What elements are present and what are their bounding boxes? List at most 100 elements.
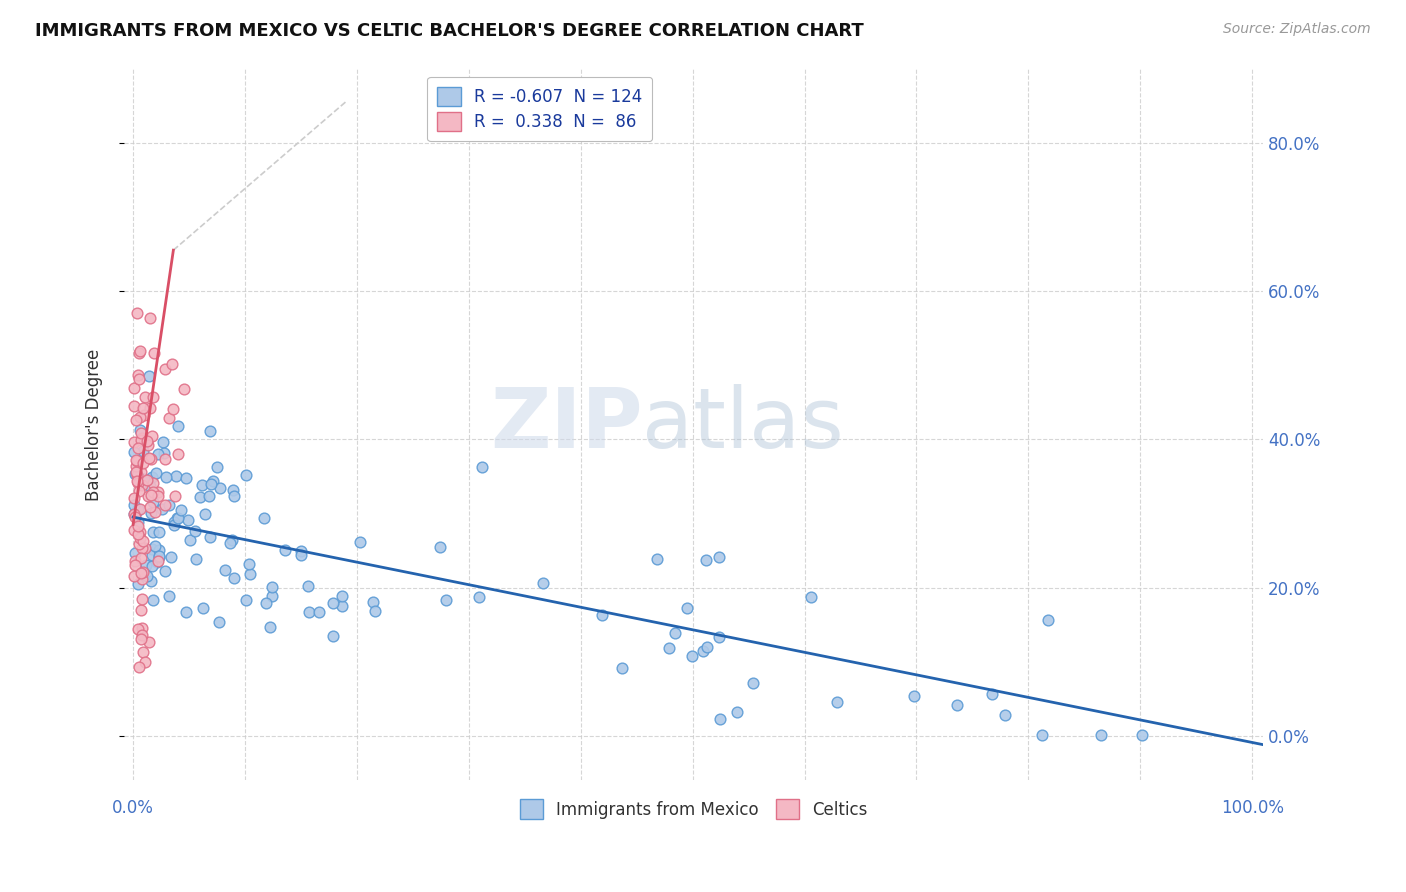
- Point: [322, 628, 344, 642]
- Point: [467, 590, 489, 604]
- Point: [707, 550, 730, 565]
- Point: [125, 459, 148, 474]
- Point: [131, 627, 153, 641]
- Point: [122, 445, 145, 459]
- Point: [153, 564, 176, 578]
- Point: [612, 660, 634, 674]
- Point: [165, 469, 187, 483]
- Point: [150, 501, 173, 516]
- Point: [349, 535, 371, 549]
- Point: [262, 580, 284, 594]
- Point: [143, 346, 166, 360]
- Point: [696, 640, 718, 654]
- Text: 0.0%: 0.0%: [112, 799, 155, 817]
- Point: [163, 517, 186, 532]
- Point: [200, 477, 222, 491]
- Point: [198, 490, 221, 504]
- Point: [132, 456, 155, 470]
- Point: [167, 418, 190, 433]
- Point: [692, 644, 714, 658]
- Point: [741, 675, 763, 690]
- Point: [138, 500, 160, 515]
- Text: Source: ZipAtlas.com: Source: ZipAtlas.com: [1223, 22, 1371, 37]
- Point: [129, 603, 152, 617]
- Point: [218, 535, 240, 549]
- Point: [146, 447, 169, 461]
- Point: [134, 390, 156, 404]
- Point: [124, 510, 146, 524]
- Point: [129, 465, 152, 479]
- Point: [124, 413, 146, 427]
- Point: [122, 498, 145, 512]
- Point: [209, 481, 232, 495]
- Point: [188, 490, 211, 504]
- Point: [173, 382, 195, 396]
- Point: [127, 515, 149, 529]
- Point: [201, 474, 224, 488]
- Legend: Immigrants from Mexico, Celtics: Immigrants from Mexico, Celtics: [513, 793, 875, 825]
- Point: [676, 600, 699, 615]
- Point: [141, 548, 163, 562]
- Point: [361, 595, 384, 609]
- Point: [129, 434, 152, 448]
- Point: [138, 479, 160, 493]
- Point: [184, 524, 207, 539]
- Point: [127, 504, 149, 518]
- Point: [148, 489, 170, 503]
- Point: [129, 502, 152, 516]
- Point: [274, 543, 297, 558]
- Point: [135, 558, 157, 572]
- Point: [141, 488, 163, 502]
- Point: [709, 712, 731, 726]
- Point: [239, 566, 262, 581]
- Point: [179, 533, 201, 547]
- Point: [129, 423, 152, 437]
- Point: [131, 572, 153, 586]
- Point: [125, 474, 148, 488]
- Point: [132, 443, 155, 458]
- Point: [800, 591, 823, 605]
- Point: [129, 632, 152, 647]
- Point: [127, 519, 149, 533]
- Point: [155, 451, 177, 466]
- Point: [128, 372, 150, 386]
- Point: [531, 576, 554, 591]
- Point: [139, 311, 162, 326]
- Point: [152, 434, 174, 449]
- Point: [155, 470, 177, 484]
- Point: [124, 546, 146, 560]
- Point: [142, 484, 165, 499]
- Point: [127, 475, 149, 490]
- Point: [134, 472, 156, 486]
- Point: [135, 434, 157, 448]
- Point: [290, 543, 312, 558]
- Point: [142, 592, 165, 607]
- Point: [235, 593, 257, 607]
- Text: ZIP: ZIP: [489, 384, 643, 465]
- Point: [903, 689, 925, 703]
- Point: [124, 558, 146, 572]
- Point: [141, 558, 163, 573]
- Point: [131, 591, 153, 606]
- Point: [1090, 728, 1112, 742]
- Point: [124, 554, 146, 568]
- Point: [124, 467, 146, 482]
- Point: [148, 549, 170, 563]
- Point: [125, 453, 148, 467]
- Point: [131, 550, 153, 565]
- Point: [128, 483, 150, 498]
- Point: [166, 511, 188, 525]
- Point: [297, 579, 319, 593]
- Point: [262, 590, 284, 604]
- Point: [128, 660, 150, 674]
- Point: [434, 592, 457, 607]
- Point: [143, 505, 166, 519]
- Point: [132, 534, 155, 549]
- Y-axis label: Bachelor's Degree: Bachelor's Degree: [86, 348, 103, 500]
- Point: [664, 626, 686, 640]
- Point: [148, 525, 170, 540]
- Point: [127, 527, 149, 541]
- Point: [259, 620, 281, 634]
- Point: [134, 541, 156, 555]
- Point: [214, 563, 236, 577]
